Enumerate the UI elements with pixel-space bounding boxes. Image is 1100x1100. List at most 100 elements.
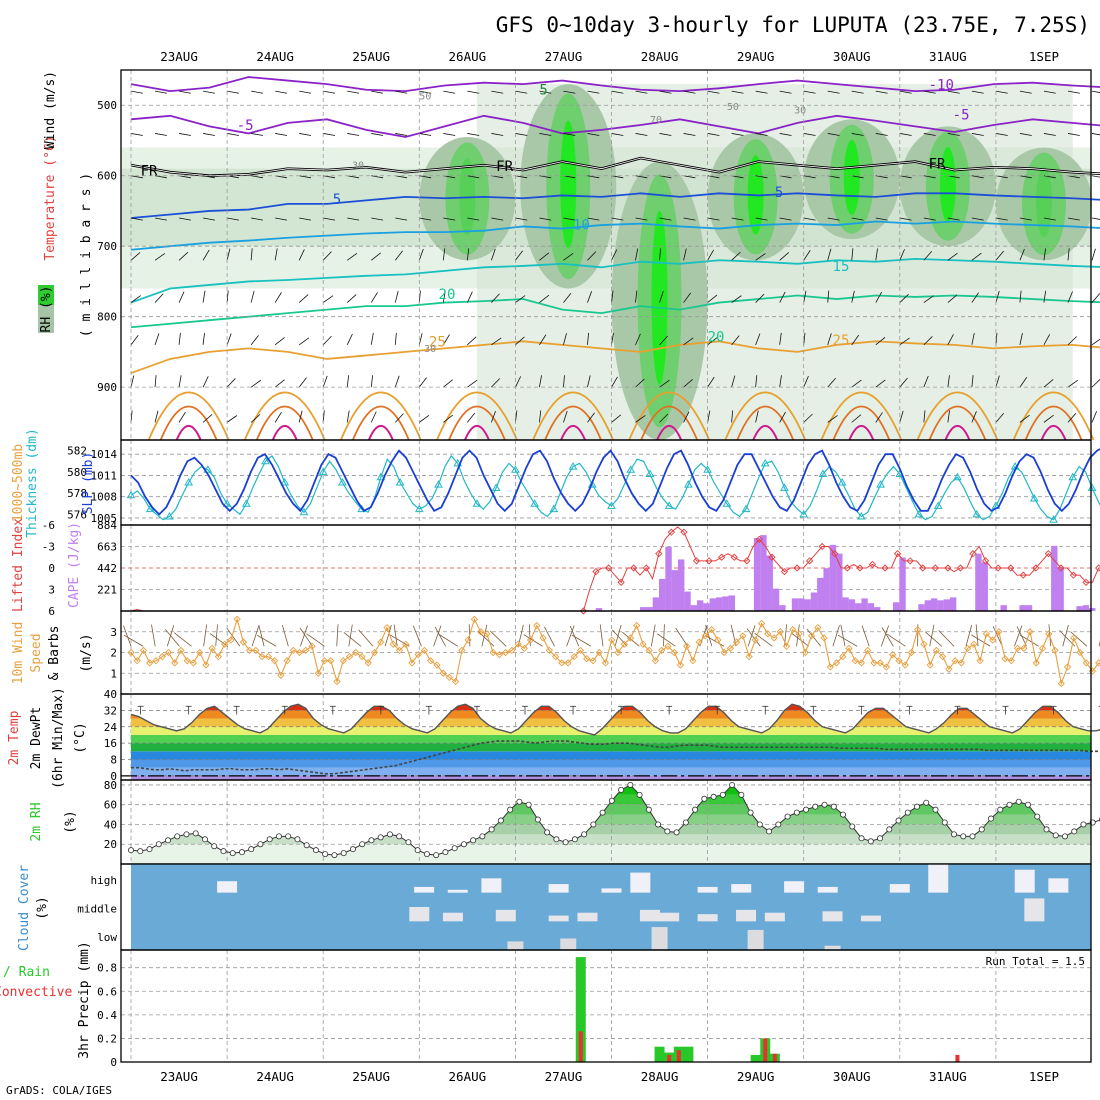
wind-barb: [635, 290, 638, 303]
cloud-level-label: middle: [77, 902, 117, 915]
wind-speed-marker: [845, 644, 853, 652]
wind-barb: [587, 332, 589, 345]
wind-barb: [491, 337, 502, 346]
rh2m-marker: [127, 847, 134, 854]
wind-speed-marker: [676, 661, 685, 669]
wind-barb: [130, 335, 139, 346]
wind-speed-marker: [932, 646, 941, 655]
wind-barb: [923, 336, 933, 346]
wind-barb: [611, 332, 614, 345]
wind-barb: [1067, 90, 1080, 94]
rh2m-marker: [581, 831, 588, 838]
rh2m-marker: [636, 791, 643, 798]
rh2m-marker: [1006, 801, 1013, 808]
isotherm-hot-loop: [255, 405, 314, 441]
thickness-axis-label-1: 1000~500mb: [11, 444, 26, 522]
wind-barb: [154, 253, 166, 261]
wind-barb: [442, 248, 446, 261]
wind-barb: [899, 133, 912, 136]
rh2m-band: [131, 794, 1091, 805]
wind-speed-marker: [233, 615, 241, 623]
wind-barb: [587, 217, 600, 221]
wind-speed-marker: [420, 646, 429, 655]
wind-speed-marker: [708, 626, 716, 634]
thickness-line: [130, 454, 1100, 521]
wind-barb-10m: [358, 629, 374, 647]
wind-barb: [683, 292, 692, 303]
thickness-marker: [203, 465, 213, 473]
wind-barb-10m: [215, 624, 218, 647]
wind-barb-10m: [123, 634, 144, 647]
lifted-index-marker: [805, 557, 814, 565]
li-tick-label: -3: [42, 541, 55, 554]
wind-speed-marker: [295, 648, 304, 657]
rh2m-marker: [756, 821, 763, 828]
wind-barb: [1091, 293, 1100, 303]
wind-barb: [203, 133, 215, 136]
temperature-band: [131, 734, 1091, 744]
wind-barb: [731, 133, 744, 136]
rh2m-marker: [405, 839, 412, 846]
wind-barb: [130, 252, 141, 261]
wind-barb: [779, 133, 792, 136]
cape-bar: [842, 597, 849, 611]
wind-barb: [443, 217, 456, 221]
wind-barb-10m: [1014, 625, 1023, 647]
wind-barb: [851, 217, 864, 221]
thickness-marker: [472, 499, 482, 507]
slp-line: [130, 448, 1100, 516]
wind-barb: [467, 379, 478, 388]
lifted-index-marker: [868, 560, 877, 569]
wind-barb: [851, 379, 862, 388]
wind-barb: [274, 248, 278, 261]
rh2m-marker: [349, 846, 356, 853]
bottom-date-label: 1SEP: [1029, 1069, 1059, 1084]
wind-barb: [178, 411, 186, 423]
wind-barb: [587, 175, 600, 179]
temperature-bands: [131, 704, 1091, 780]
slp-axis-label: SLP (mb): [81, 452, 96, 515]
thickness-marker: [876, 480, 885, 488]
cloud-middle-bar: [764, 912, 785, 922]
thickness-tick-label: 576: [67, 508, 87, 521]
wind-barb: [467, 412, 476, 423]
pressure-tick-label: 900: [97, 381, 117, 394]
temp-tick-label: 8: [110, 754, 117, 767]
cape-bar: [836, 553, 843, 611]
wind-barb: [370, 332, 374, 345]
wind-speed-marker: [339, 657, 347, 665]
rh2m-marker: [710, 793, 717, 800]
cloud-high-bar: [414, 886, 435, 893]
rh2m-band: [131, 784, 1091, 795]
wind-barb: [202, 290, 206, 303]
wind10m-axis-label-2: Speed: [29, 633, 44, 672]
wind-barb-10m: [663, 624, 665, 647]
cape-bar: [899, 557, 906, 611]
thickness-marker: [953, 472, 962, 481]
wind-speed-marker: [914, 626, 922, 634]
rh2m-marker: [618, 786, 625, 793]
isotherm-warm-loop: [1012, 391, 1095, 441]
temp-tick-label: 0: [110, 770, 117, 783]
contour-label: -5: [953, 107, 970, 123]
cloud-high-bar: [481, 878, 502, 893]
y-tick-label: 60: [104, 799, 117, 812]
lifted-index-marker: [1082, 578, 1090, 586]
wind-barb: [779, 375, 782, 388]
lifted-index-marker: [705, 557, 713, 565]
thickness-marker: [434, 480, 443, 488]
wind-barb-10m: [657, 633, 676, 647]
isotherm-hottest-loop: [848, 424, 875, 441]
wind-barb: [827, 377, 836, 388]
temperature-band: [131, 751, 1091, 760]
wind-barb: [178, 90, 191, 94]
wind-speed-marker: [333, 677, 341, 686]
cloud-middle-bar: [548, 915, 569, 922]
lifted-index-axis-label: Lifted Index: [11, 518, 26, 612]
wind-barb: [995, 375, 1000, 388]
y-tick-label: 3: [110, 626, 117, 639]
wind-speed-marker: [939, 653, 947, 661]
wind-speed-marker: [976, 657, 984, 665]
rh2m-marker: [479, 833, 486, 840]
isotherm-20: [130, 294, 1100, 329]
